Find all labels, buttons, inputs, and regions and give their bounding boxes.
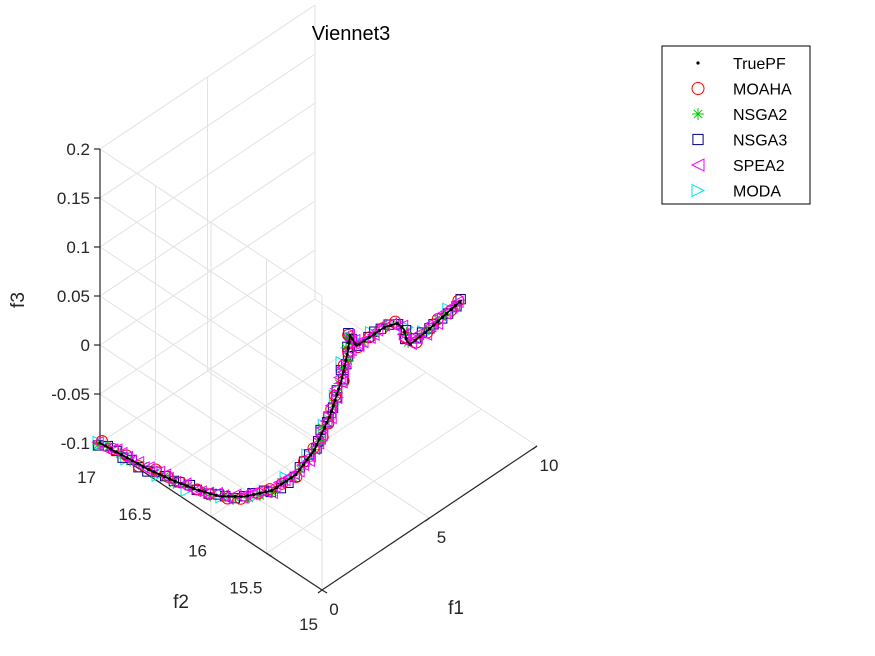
label-layer: Viennet3 f1 f2 f3 -0.1 -0.05 0 0.05 0.1 0.15 0… bbox=[8, 23, 558, 634]
legend: TruePF MOAHA NSGA2 NSGA3 SPEA2 MODA bbox=[661, 45, 811, 205]
grid-line bbox=[99, 102, 316, 248]
z-tick-label: 0.1 bbox=[66, 238, 90, 257]
legend-entry-nsga3: NSGA3 bbox=[692, 133, 787, 150]
marker-spea2 bbox=[324, 399, 338, 412]
y-tick-label: 15.5 bbox=[229, 578, 262, 597]
marker-spea2 bbox=[144, 465, 158, 479]
legend-entry-moaha: MOAHA bbox=[691, 82, 792, 99]
asterisk-stroke bbox=[317, 423, 327, 432]
x-tick-mark bbox=[425, 517, 430, 522]
z-tick-label: 0 bbox=[81, 336, 90, 355]
y-tick-label: 15 bbox=[299, 615, 318, 634]
z-tick-label: -0.1 bbox=[61, 434, 90, 453]
z-tick-label: 0.05 bbox=[57, 287, 90, 306]
marker-spea2 bbox=[105, 443, 119, 456]
y-tick-mark bbox=[210, 515, 217, 521]
legend-entry-moda: MODA bbox=[691, 183, 781, 201]
legend-label-nsga2: NSGA2 bbox=[733, 107, 787, 124]
marker-layer bbox=[91, 293, 466, 505]
x-tick-label: 5 bbox=[437, 528, 446, 547]
marker-spea2 bbox=[303, 449, 316, 463]
grid-line bbox=[99, 197, 323, 346]
legend-label-moda: MODA bbox=[733, 184, 781, 201]
marker-spea2 bbox=[335, 361, 349, 374]
x-tick-label: 10 bbox=[540, 456, 559, 475]
truepf-curve bbox=[99, 299, 463, 498]
grid-line bbox=[99, 4, 316, 150]
legend-marker-nsga3 bbox=[692, 133, 704, 146]
marker-spea2 bbox=[355, 335, 369, 349]
legend-box bbox=[661, 45, 811, 205]
grid-line bbox=[99, 246, 323, 395]
marker-spea2 bbox=[176, 479, 190, 492]
legend-marker-spea2 bbox=[690, 158, 705, 172]
marker-spea2 bbox=[235, 491, 249, 504]
grid-line bbox=[99, 200, 316, 346]
y-tick-mark bbox=[266, 552, 272, 557]
z-tick-label: -0.05 bbox=[51, 385, 90, 404]
legend-marker-moda bbox=[691, 183, 706, 198]
marker-spea2 bbox=[343, 343, 357, 357]
z-tick-label: 0.2 bbox=[66, 140, 90, 159]
marker-spea2 bbox=[398, 333, 411, 346]
y-tick-label: 17 bbox=[77, 468, 96, 487]
marker-spea2 bbox=[404, 337, 417, 351]
marker-spea2 bbox=[438, 307, 452, 321]
legend-label-truepf: TruePF bbox=[733, 56, 786, 73]
y-tick-label: 16 bbox=[188, 542, 207, 561]
marker-moaha bbox=[452, 294, 465, 307]
marker-spea2 bbox=[168, 475, 181, 489]
axis-layer bbox=[94, 148, 538, 594]
chart-title: Viennet3 bbox=[312, 23, 391, 45]
legend-marker-moaha bbox=[691, 82, 705, 95]
legend-entry-truepf: TruePF bbox=[696, 56, 786, 73]
legend-entry-nsga2: NSGA2 bbox=[692, 107, 787, 124]
x-tick-mark bbox=[532, 445, 538, 450]
grid-line bbox=[266, 408, 482, 554]
y-axis-label: f2 bbox=[173, 592, 189, 613]
marker-spea2 bbox=[91, 435, 104, 449]
marker-spea2 bbox=[161, 471, 174, 485]
marker-spea2 bbox=[201, 486, 215, 500]
z-axis-label: f3 bbox=[8, 292, 29, 308]
marker-nsga3 bbox=[455, 293, 466, 305]
marker-spea2 bbox=[124, 454, 138, 468]
legend-label-nsga3: NSGA3 bbox=[733, 133, 787, 150]
y-tick-mark bbox=[321, 589, 328, 594]
x-axis-label: f1 bbox=[448, 598, 464, 619]
marker-spea2 bbox=[259, 485, 272, 499]
z-tick-label: 0.15 bbox=[57, 189, 90, 208]
marker-spea2 bbox=[370, 323, 384, 337]
marker-spea2 bbox=[366, 328, 380, 341]
marker-spea2 bbox=[178, 477, 192, 490]
asterisk-stroke bbox=[693, 109, 703, 119]
y-tick-mark bbox=[155, 479, 161, 484]
x-tick-mark bbox=[317, 589, 323, 594]
legend-label-moaha: MOAHA bbox=[733, 82, 792, 99]
legend-label-spea2: SPEA2 bbox=[733, 158, 785, 175]
marker-spea2 bbox=[137, 461, 150, 474]
grid-line bbox=[99, 249, 316, 395]
grid-line bbox=[99, 295, 323, 444]
asterisk-stroke bbox=[344, 332, 353, 341]
marker-spea2 bbox=[120, 450, 133, 464]
grid-line bbox=[99, 298, 316, 444]
marker-spea2 bbox=[296, 458, 310, 472]
grid-line bbox=[155, 335, 371, 481]
marker-spea2 bbox=[329, 382, 343, 395]
legend-marker-truepf bbox=[696, 61, 700, 65]
y-tick-label: 16.5 bbox=[118, 505, 151, 524]
grid-line bbox=[99, 151, 316, 297]
x-tick-label: 0 bbox=[329, 600, 338, 619]
legend-entry-spea2: SPEA2 bbox=[690, 158, 785, 175]
grid-line bbox=[99, 53, 316, 199]
legend-marker-nsga2 bbox=[692, 108, 704, 120]
marker-spea2 bbox=[333, 371, 346, 384]
grid-line bbox=[99, 148, 323, 297]
